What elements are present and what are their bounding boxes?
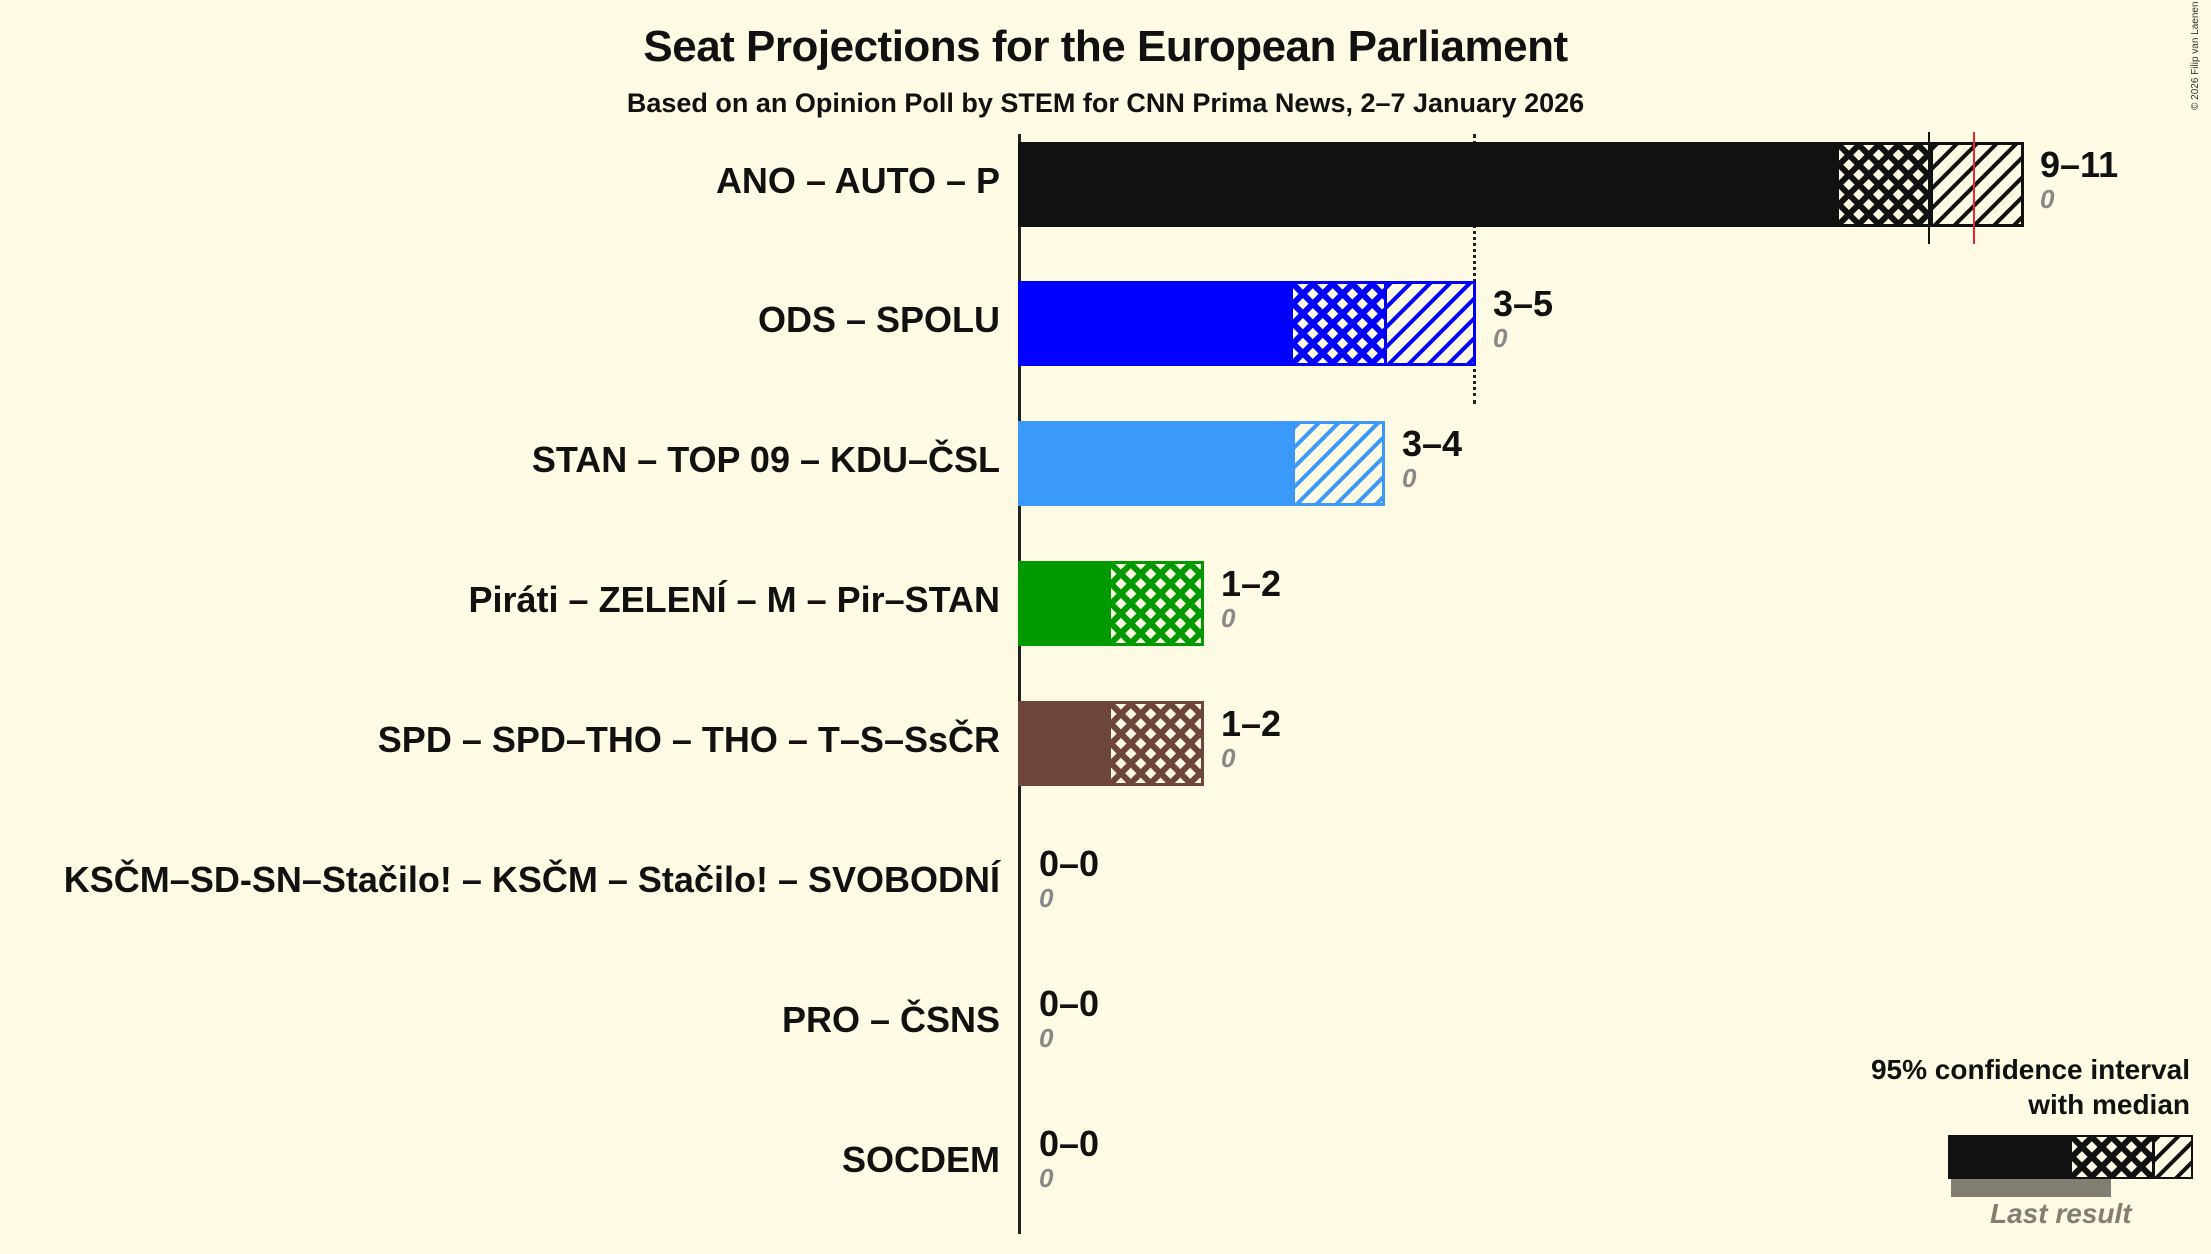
party-label: ODS – SPOLU [757,299,1000,340]
ci-bar [1018,701,1204,786]
legend-last-result-swatch [1951,1179,2111,1197]
bar-row-pirati: Piráti – ZELENÍ – M – Pir–STAN 1–2 0 [0,561,2211,646]
median-line [1928,132,1930,244]
ci-bar [1018,561,1204,646]
last-result-value: 0 [1039,1023,1054,1053]
median-crosshatch-segment [1293,284,1384,363]
ci-range-value: 0–0 [1039,1123,1100,1164]
ci-range-value: 1–2 [1221,703,1282,744]
y-axis-line [1018,134,1021,1234]
upper-hatch-segment [1295,424,1382,503]
legend-hatch-icon [2155,1137,2191,1177]
party-label: STAN – TOP 09 – KDU–ČSL [531,439,1000,480]
chart-title: Seat Projections for the European Parlia… [643,22,1568,71]
last-result-value: 0 [1039,883,1054,913]
last-result-value: 0 [2040,184,2055,214]
upper-hatch-segment [1933,145,2021,224]
median-crosshatch-segment [1111,564,1201,643]
legend-title: 95% confidence interval with median [1871,1052,2190,1122]
last-result-value: 0 [1039,1163,1054,1193]
legend-crosshatch-icon [2072,1137,2152,1177]
bar-row-socdem: SOCDEM 0–0 0 [0,1121,2211,1206]
upper-hatch-segment [1387,284,1473,363]
bar-row-spd: SPD – SPD–THO – THO – T–S–SsČR 1–2 0 [0,701,2211,786]
bar-row-stan: STAN – TOP 09 – KDU–ČSL 3–4 0 [0,421,2211,506]
bar-row-ano: ANO – AUTO – P 9–11 0 [0,132,2211,244]
party-label: KSČM–SD-SN–Stačilo! – KSČM – Stačilo! – … [63,859,1000,900]
ci-range-value: 0–0 [1039,843,1100,884]
party-label: SOCDEM [841,1139,1000,1180]
party-label: ANO – AUTO – P [715,160,1000,201]
last-result-value: 0 [1402,463,1417,493]
legend-ci-swatch [1948,1135,2193,1179]
bar-row-pro: PRO – ČSNS 0–0 0 [0,981,2211,1066]
last-result-value: 0 [1221,743,1236,773]
ci-range-value: 1–2 [1221,563,1282,604]
bar-row-ods: ODS – SPOLU 3–5 0 [0,281,2211,366]
reference-dotted-line [1473,134,1476,404]
majority-line [1973,132,1975,244]
bar-row-kscm: KSČM–SD-SN–Stačilo! – KSČM – Stačilo! – … [0,841,2211,926]
ci-bar [1018,421,1385,506]
median-crosshatch-segment [1111,704,1201,783]
median-crosshatch-segment [1839,145,1930,224]
party-label: SPD – SPD–THO – THO – T–S–SsČR [377,719,1000,760]
party-label: Piráti – ZELENÍ – M – Pir–STAN [468,579,1000,620]
ci-bar [1018,281,1476,366]
copyright-notice: © 2026 Filip van Laenen [2190,1,2201,110]
legend-line-2: with median [2028,1089,2190,1120]
ci-range-value: 3–5 [1493,283,1554,324]
ci-range-value: 9–11 [2040,144,2119,185]
legend-last-result-label: Last result [1990,1198,2132,1229]
legend-line-1: 95% confidence interval [1870,1054,2190,1085]
last-result-value: 0 [1221,603,1236,633]
last-result-value: 0 [1493,323,1508,353]
ci-bar [1018,142,2024,227]
chart-subtitle: Based on an Opinion Poll by STEM for CNN… [626,88,1585,118]
party-label: PRO – ČSNS [781,999,1000,1040]
ci-range-value: 3–4 [1402,423,1463,464]
ci-range-value: 0–0 [1039,983,1100,1024]
